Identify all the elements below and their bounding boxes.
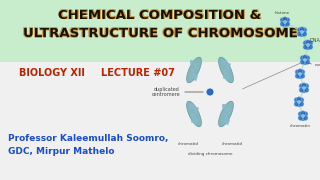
Circle shape (303, 58, 307, 62)
Circle shape (300, 60, 305, 64)
Circle shape (297, 97, 301, 102)
Text: CHEMICAL COMPOSITION &: CHEMICAL COMPOSITION & (59, 9, 262, 22)
Circle shape (294, 102, 299, 107)
Text: ULTRASTRUCTURE OF CHROMOSOME: ULTRASTRUCTURE OF CHROMOSOME (23, 27, 298, 40)
Circle shape (297, 31, 302, 37)
Text: chromatin: chromatin (290, 124, 310, 128)
Circle shape (304, 87, 309, 93)
Circle shape (301, 88, 307, 93)
Circle shape (285, 17, 290, 22)
Circle shape (308, 44, 313, 50)
Circle shape (206, 88, 214, 96)
Circle shape (285, 21, 290, 26)
Text: CHEMICAL COMPOSITION &: CHEMICAL COMPOSITION & (59, 9, 262, 22)
Circle shape (301, 114, 305, 118)
Circle shape (283, 22, 287, 27)
Text: CHEMICAL COMPOSITION &: CHEMICAL COMPOSITION & (59, 8, 261, 21)
Text: ULTRASTRUCTURE OF CHROMOSOME: ULTRASTRUCTURE OF CHROMOSOME (22, 27, 297, 40)
Text: DNA: DNA (309, 37, 320, 42)
Circle shape (300, 30, 303, 33)
Circle shape (299, 102, 304, 107)
Circle shape (298, 100, 300, 104)
Circle shape (299, 73, 301, 75)
Text: GDC, Mirpur Mathelo: GDC, Mirpur Mathelo (8, 147, 115, 156)
Circle shape (308, 40, 313, 46)
Circle shape (303, 116, 308, 120)
Text: ULTRASTRUCTURE OF CHROMOSOME: ULTRASTRUCTURE OF CHROMOSOME (23, 28, 297, 40)
Text: ULTRASTRUCTURE OF CHROMOSOME: ULTRASTRUCTURE OF CHROMOSOME (23, 26, 297, 39)
Text: chromatid: chromatid (221, 142, 243, 146)
Circle shape (298, 116, 303, 120)
Text: ULTRASTRUCTURE OF CHROMOSOME: ULTRASTRUCTURE OF CHROMOSOME (22, 26, 297, 39)
Circle shape (298, 74, 302, 79)
Circle shape (299, 98, 304, 102)
Circle shape (294, 98, 299, 102)
Text: CHEMICAL COMPOSITION &: CHEMICAL COMPOSITION & (59, 8, 262, 21)
Circle shape (305, 55, 310, 60)
Circle shape (283, 17, 287, 22)
Circle shape (280, 17, 285, 22)
Text: ULTRASTRUCTURE OF CHROMOSOME: ULTRASTRUCTURE OF CHROMOSOME (23, 27, 297, 40)
Circle shape (302, 28, 307, 33)
Circle shape (303, 40, 308, 46)
Circle shape (297, 102, 301, 107)
Circle shape (300, 32, 305, 37)
Text: CHEMICAL COMPOSITION &: CHEMICAL COMPOSITION & (58, 9, 261, 22)
Text: ULTRASTRUCTURE OF CHROMOSOME: ULTRASTRUCTURE OF CHROMOSOME (23, 26, 298, 39)
Circle shape (302, 55, 308, 60)
Ellipse shape (219, 57, 234, 83)
Circle shape (300, 73, 305, 78)
Text: duplicated
centromere: duplicated centromere (151, 87, 180, 97)
Circle shape (302, 87, 306, 89)
Text: BIOLOGY XII: BIOLOGY XII (19, 68, 85, 78)
Circle shape (297, 28, 302, 33)
Circle shape (303, 44, 308, 50)
Circle shape (298, 69, 302, 74)
Circle shape (304, 84, 309, 89)
Circle shape (300, 69, 305, 75)
Text: ULTRASTRUCTURE OF CHROMOSOME: ULTRASTRUCTURE OF CHROMOSOME (22, 27, 297, 40)
Text: CHEMICAL COMPOSITION &: CHEMICAL COMPOSITION & (58, 9, 261, 22)
Circle shape (300, 27, 305, 32)
Ellipse shape (219, 101, 234, 127)
Circle shape (284, 21, 286, 24)
Circle shape (280, 21, 285, 26)
Text: dividing chromosome: dividing chromosome (188, 152, 232, 156)
Text: histone: histone (275, 11, 290, 15)
Text: nucleosome: nucleosome (315, 63, 320, 67)
Text: ULTRASTRUCTURE OF CHROMOSOME: ULTRASTRUCTURE OF CHROMOSOME (23, 27, 298, 40)
Circle shape (306, 45, 310, 50)
Circle shape (300, 55, 305, 60)
Circle shape (300, 116, 306, 121)
Circle shape (299, 87, 304, 93)
Circle shape (299, 84, 304, 89)
Circle shape (295, 73, 300, 78)
Text: CHEMICAL COMPOSITION &: CHEMICAL COMPOSITION & (59, 9, 261, 22)
Circle shape (305, 60, 310, 64)
Circle shape (302, 60, 308, 65)
Bar (0, 0, 320, 62)
Circle shape (298, 111, 303, 116)
Circle shape (307, 44, 309, 46)
Ellipse shape (187, 57, 202, 83)
Circle shape (300, 111, 306, 116)
Text: CHEMICAL COMPOSITION &: CHEMICAL COMPOSITION & (59, 10, 261, 22)
Circle shape (302, 31, 307, 37)
Circle shape (306, 40, 310, 45)
Text: LECTURE #07: LECTURE #07 (101, 68, 175, 78)
Circle shape (295, 69, 300, 75)
Circle shape (303, 111, 308, 116)
Text: CHEMICAL COMPOSITION &: CHEMICAL COMPOSITION & (58, 8, 261, 21)
Circle shape (301, 83, 307, 88)
Ellipse shape (187, 101, 202, 127)
Text: chromatid: chromatid (178, 142, 198, 146)
Text: Professor Kaleemullah Soomro,: Professor Kaleemullah Soomro, (8, 134, 168, 143)
